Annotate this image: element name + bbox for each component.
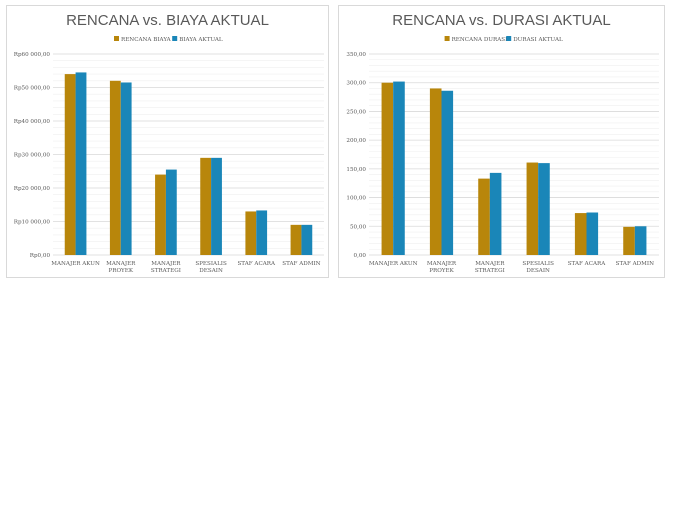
legend-label: RENCANA BIAYA (121, 37, 172, 43)
x-tick-line: STAF ACARA (568, 261, 607, 267)
bar (634, 226, 647, 255)
bar (301, 224, 313, 255)
y-tick-label: Rp10 000,00 (14, 220, 51, 226)
x-tick-label: MANAJER AKUN (369, 261, 418, 267)
chart-panel-cost: RENCANA vs. BIAYA AKTUAL RENCANA BIAYA BIA… (6, 5, 329, 278)
legend-label: DURASI AKTUAL (513, 37, 563, 43)
bar (393, 81, 405, 256)
x-tick-label: MANAJER PROYEK (427, 261, 457, 274)
legend-label: BIAYA AKTUAL (179, 37, 223, 43)
legend-label: RENCANA DURASI (452, 37, 508, 43)
y-tick-label: Rp50 000,00 (14, 86, 51, 92)
legend: RENCANA BIAYA BIAYA AKTUAL (114, 36, 223, 43)
y-tick-label: 100,00 (346, 196, 366, 202)
x-tick-line: DESAIN (526, 268, 550, 274)
bar (526, 162, 539, 255)
bar (155, 174, 166, 255)
x-tick-line: SPESIALIS (522, 261, 554, 267)
x-tick-line: STRATEGI (475, 268, 505, 274)
x-tick-line: MANAJER (106, 261, 136, 267)
y-tick-label: 0,00 (354, 253, 367, 259)
x-tick-line: STAF ACARA (237, 261, 276, 267)
x-tick-line: PROYEK (429, 268, 454, 274)
x-tick-line: PROYEK (108, 268, 133, 274)
x-tick-label: MANAJER AKUN (51, 261, 100, 267)
x-tick-line: STRATEGI (151, 268, 181, 274)
chart-title: RENCANA vs. DURASI AKTUAL (392, 12, 610, 29)
x-tick-line: MANAJER AKUN (51, 261, 100, 267)
bar (165, 169, 177, 255)
legend-swatch (444, 36, 450, 41)
bar (75, 72, 87, 255)
y-tick-label: 50,00 (350, 224, 366, 230)
bar (429, 88, 442, 255)
bar (290, 224, 302, 255)
chart-panel-duration: RENCANA vs. DURASI AKTUAL RENCANA DURASI D… (338, 5, 665, 278)
bar (109, 80, 121, 255)
x-tick-label: STAF ADMIN (616, 261, 654, 267)
bar (478, 178, 490, 255)
bar (381, 82, 394, 255)
x-tick-line: SPESIALIS (195, 261, 227, 267)
y-tick-label: Rp30 000,00 (14, 153, 51, 159)
bar (489, 172, 502, 255)
x-tick-label: STAF ACARA (237, 261, 276, 267)
chart-title: RENCANA vs. BIAYA AKTUAL (66, 12, 269, 29)
x-tick-line: STAF ADMIN (282, 261, 320, 267)
x-tick-line: STAF ADMIN (616, 261, 654, 267)
bar (574, 213, 587, 255)
bar (623, 226, 635, 255)
y-tick-label: Rp60 000,00 (14, 52, 51, 58)
legend-swatch (506, 36, 512, 41)
x-tick-line: MANAJER AKUN (369, 261, 418, 267)
x-tick-line: MANAJER (475, 261, 505, 267)
x-tick-label: SPESIALIS DESAIN (195, 261, 227, 274)
bar (245, 211, 257, 255)
x-tick-label: MANAJER PROYEK (106, 261, 136, 274)
bar (586, 212, 599, 255)
y-tick-label: 350,00 (346, 52, 366, 58)
y-tick-label: Rp40 000,00 (14, 119, 51, 125)
x-tick-line: MANAJER (151, 261, 181, 267)
y-tick-label: Rp20 000,00 (14, 186, 51, 192)
bar (64, 74, 76, 255)
bar (200, 157, 212, 255)
y-tick-label: 150,00 (346, 167, 366, 173)
legend: RENCANA DURASI DURASI AKTUAL (444, 36, 563, 43)
bar (538, 163, 550, 255)
y-tick-label: 300,00 (346, 81, 366, 87)
x-tick-label: SPESIALIS DESAIN (522, 261, 554, 274)
y-tick-label: Rp0,00 (30, 253, 51, 259)
x-tick-line: MANAJER (427, 261, 457, 267)
duration-chart: RENCANA vs. DURASI AKTUAL RENCANA DURASI D… (346, 12, 659, 274)
bar (256, 210, 268, 255)
x-tick-label: STAF ADMIN (282, 261, 320, 267)
x-tick-line: DESAIN (199, 268, 223, 274)
legend-swatch (172, 36, 178, 41)
bar (211, 157, 222, 255)
x-tick-label: MANAJER STRATEGI (475, 261, 505, 274)
legend-swatch (114, 36, 119, 41)
x-tick-label: STAF ACARA (568, 261, 607, 267)
y-tick-label: 200,00 (346, 138, 366, 144)
cost-chart: RENCANA vs. BIAYA AKTUAL RENCANA BIAYA BIA… (14, 12, 324, 274)
bar (441, 90, 454, 255)
x-tick-label: MANAJER STRATEGI (151, 261, 181, 274)
bar (120, 82, 132, 255)
y-tick-label: 250,00 (346, 109, 366, 115)
